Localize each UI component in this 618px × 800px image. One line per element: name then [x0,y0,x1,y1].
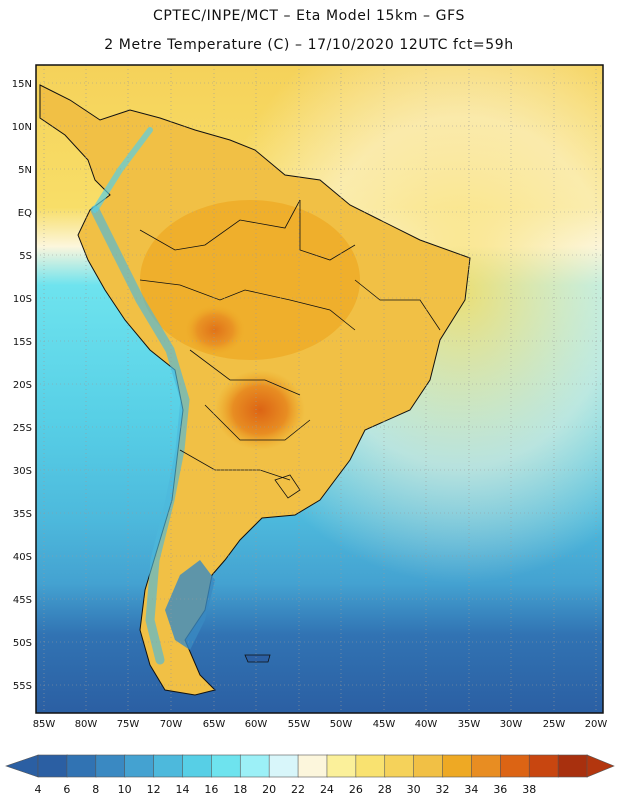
lon-label: 55W [288,719,311,730]
lat-label: 15N [12,79,32,90]
lon-label: 35W [458,719,481,730]
lat-label: 55S [13,681,32,692]
colorbar-swatch [268,754,299,778]
lat-label: EQ [18,208,32,219]
colorbar-swatch [500,754,531,778]
colorbar-label: 12 [147,783,161,796]
colorbar-label: 26 [349,783,363,796]
colorbar-swatch [95,754,126,778]
colorbar-swatch [442,754,473,778]
lon-label: 20W [585,719,608,730]
colorbar-label: 4 [35,783,42,796]
colorbar-label: 10 [118,783,132,796]
country-borders [139,199,441,481]
map-title-line2: 2 Metre Temperature (C) – 17/10/2020 12U… [104,37,514,53]
graticule [36,65,603,713]
lat-label: 10S [13,294,32,305]
colorbar-label: 6 [63,783,70,796]
lon-label: 85W [33,719,56,730]
colorbar-swatch [326,754,357,778]
lat-label: 30S [13,466,32,477]
lon-label: 70W [160,719,183,730]
colorbar-swatch [413,754,444,778]
colorbar-label: 16 [204,783,218,796]
lon-label: 80W [75,719,98,730]
colorbar-label: 24 [320,783,334,796]
colorbar-high-arrow [586,754,615,778]
lon-label: 45W [373,719,396,730]
latitude-labels: 15N 10N 5N EQ 5S 10S 15S 20S 25S 30S 35S 40S 45S 50S 5… [12,79,32,692]
colorbar-swatch [153,754,184,778]
map-frame [35,64,604,714]
map-title-line1: CPTEC/INPE/MCT – Eta Model 15km – GFS [152,8,466,24]
colorbar-swatch [297,754,328,778]
longitude-labels: 85W 80W 75W 70W 65W 60W 55W 50W 45W 40W 35W 30W 25W 2… [33,719,608,730]
colorbar-label: 28 [378,783,392,796]
lat-label: 45S [13,595,32,606]
lon-label: 65W [203,719,226,730]
colorbar-label: 36 [493,783,507,796]
colorbar-swatch [471,754,502,778]
lat-label: 25S [13,423,32,434]
lat-label: 5S [19,251,32,262]
colorbar-label: 30 [407,783,421,796]
lat-label: 5N [18,165,32,176]
colorbar-label: 14 [175,783,189,796]
lat-label: 40S [13,552,32,563]
lat-label: 20S [13,380,32,391]
lon-label: 60W [245,719,268,730]
colorbar-label: 22 [291,783,305,796]
lon-label: 75W [117,719,140,730]
colorbar-label: 20 [262,783,276,796]
colorbar-swatch [211,754,242,778]
colorbar-label: 32 [436,783,450,796]
lat-label: 15S [13,337,32,348]
colorbar-label: 38 [522,783,536,796]
map-area [35,64,604,714]
colorbar-swatch [37,754,68,778]
colorbar: 4 6 8 10 12 14 16 18 20 22 24 26 28 30 32 34 36 38 [5,754,615,796]
colorbar-label: 18 [233,783,247,796]
colorbar-swatch [355,754,386,778]
colorbar-low-arrow [5,754,39,778]
colorbar-swatch [239,754,270,778]
lon-label: 25W [543,719,566,730]
colorbar-swatch [66,754,97,778]
lat-label: 50S [13,638,32,649]
colorbar-swatch [384,754,415,778]
lat-label: 35S [13,509,32,520]
colorbar-swatch [557,754,588,778]
colorbar-label: 34 [464,783,478,796]
colorbar-swatch [182,754,213,778]
colorbar-label: 8 [92,783,99,796]
lon-label: 50W [330,719,353,730]
colorbar-swatch [528,754,559,778]
lon-label: 40W [415,719,438,730]
colorbar-swatch [124,754,155,778]
lon-label: 30W [500,719,523,730]
lat-label: 10N [12,122,32,133]
